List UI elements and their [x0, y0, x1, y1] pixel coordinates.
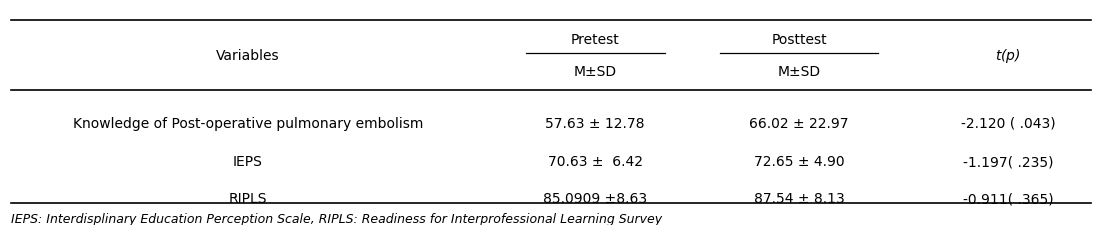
Text: 72.65 ± 4.90: 72.65 ± 4.90: [754, 155, 844, 169]
Text: 87.54 ± 8.13: 87.54 ± 8.13: [754, 192, 844, 206]
Text: 85.0909 ±8.63: 85.0909 ±8.63: [543, 192, 647, 206]
Text: $t$($p$): $t$($p$): [995, 47, 1022, 65]
Text: 57.63 ± 12.78: 57.63 ± 12.78: [545, 117, 645, 131]
Text: 66.02 ± 22.97: 66.02 ± 22.97: [749, 117, 849, 131]
Text: 70.63 ±  6.42: 70.63 ± 6.42: [548, 155, 642, 169]
Text: M±SD: M±SD: [777, 65, 821, 79]
Text: -2.120 ( .043): -2.120 ( .043): [961, 117, 1056, 131]
Text: Posttest: Posttest: [771, 34, 826, 47]
Text: IEPS: IEPS: [233, 155, 263, 169]
Text: IEPS: Interdisplinary Education Perception Scale, RIPLS: Readiness for Interprof: IEPS: Interdisplinary Education Percepti…: [11, 213, 662, 225]
Text: RIPLS: RIPLS: [229, 192, 267, 206]
Text: -0.911( .365): -0.911( .365): [963, 192, 1054, 206]
Text: Pretest: Pretest: [571, 34, 619, 47]
Text: Knowledge of Post-operative pulmonary embolism: Knowledge of Post-operative pulmonary em…: [73, 117, 423, 131]
Text: -1.197( .235): -1.197( .235): [963, 155, 1054, 169]
Text: Variables: Variables: [216, 49, 280, 63]
Text: M±SD: M±SD: [573, 65, 617, 79]
